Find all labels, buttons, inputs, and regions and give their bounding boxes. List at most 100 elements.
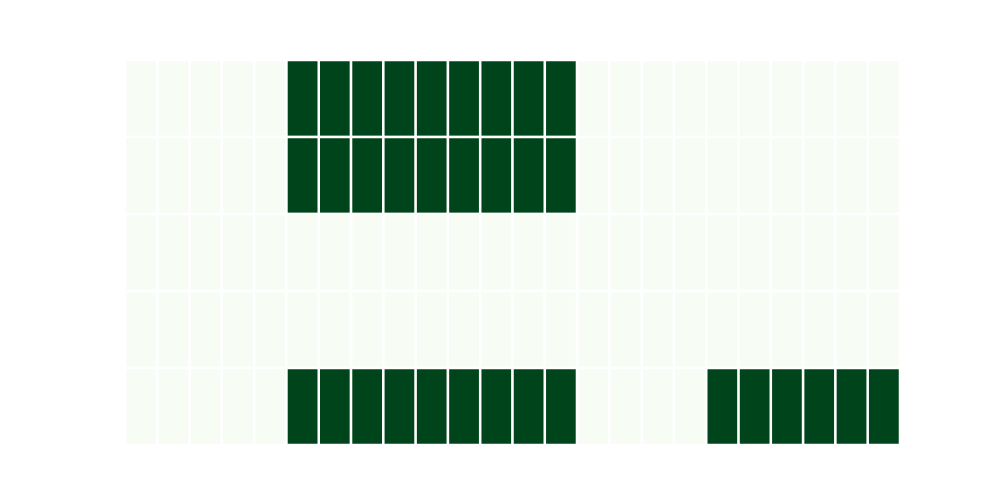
heatmap-cell-r1-c9 xyxy=(414,135,450,216)
heatmap-cell-r4-c14 xyxy=(575,366,611,447)
heatmap-cell-r4-c11 xyxy=(478,366,514,447)
heatmap-cell-r3-c11 xyxy=(478,289,514,370)
heatmap-cell-r3-c14 xyxy=(575,289,611,370)
heatmap-cell-r3-c10 xyxy=(446,289,482,370)
heatmap-cell-r1-c0 xyxy=(123,135,159,216)
heatmap-cell-r0-c16 xyxy=(640,58,676,139)
heatmap-cell-r3-c7 xyxy=(349,289,385,370)
heatmap-cell-r3-c5 xyxy=(285,289,321,370)
heatmap-cell-r2-c21 xyxy=(801,212,837,293)
heatmap-cell-r3-c19 xyxy=(737,289,773,370)
heatmap-cell-r2-c15 xyxy=(608,212,643,293)
heatmap-cell-r2-c8 xyxy=(382,212,417,293)
heatmap-cell-r2-c22 xyxy=(834,212,869,293)
heatmap-cell-r4-c23 xyxy=(866,366,902,447)
heatmap-cell-r3-c6 xyxy=(317,289,353,370)
heatmap-cell-r1-c15 xyxy=(608,135,643,216)
heatmap-cell-r1-c14 xyxy=(575,135,611,216)
heatmap-cell-r3-c12 xyxy=(511,289,547,370)
heatmap-cell-r4-c10 xyxy=(446,366,482,447)
heatmap-cell-r2-c23 xyxy=(866,212,902,293)
heatmap-cell-r1-c5 xyxy=(285,135,321,216)
heatmap-cell-r4-c18 xyxy=(705,366,740,447)
heatmap-cell-r2-c16 xyxy=(640,212,676,293)
heatmap-cell-r3-c1 xyxy=(156,289,191,370)
heatmap-cell-r2-c11 xyxy=(478,212,514,293)
heatmap-cell-r1-c6 xyxy=(317,135,353,216)
heatmap-cell-r0-c8 xyxy=(382,58,417,139)
heatmap-cell-r2-c17 xyxy=(672,212,708,293)
heatmap-cell-r3-c21 xyxy=(801,289,837,370)
heatmap-cell-r0-c1 xyxy=(156,58,191,139)
heatmap-cell-r0-c4 xyxy=(252,58,288,139)
heatmap-cell-r0-c17 xyxy=(672,58,708,139)
heatmap-cell-r4-c22 xyxy=(834,366,869,447)
heatmap-cell-r2-c12 xyxy=(511,212,547,293)
heatmap-cell-r4-c5 xyxy=(285,366,321,447)
heatmap-cell-r2-c3 xyxy=(220,212,256,293)
heatmap-cell-r0-c12 xyxy=(511,58,547,139)
heatmap-cell-r3-c15 xyxy=(608,289,643,370)
heatmap-cell-r4-c9 xyxy=(414,366,450,447)
heatmap-cell-r3-c16 xyxy=(640,289,676,370)
heatmap-cell-r4-c3 xyxy=(220,366,256,447)
heatmap-cell-r4-c12 xyxy=(511,366,547,447)
heatmap-cell-r2-c4 xyxy=(252,212,288,293)
heatmap-cell-r1-c22 xyxy=(834,135,869,216)
heatmap-cell-r0-c0 xyxy=(123,58,159,139)
heatmap-cell-r0-c10 xyxy=(446,58,482,139)
heatmap-cell-r0-c7 xyxy=(349,58,385,139)
heatmap-cell-r4-c7 xyxy=(349,366,385,447)
heatmap-cells xyxy=(123,58,902,447)
heatmap-cell-r2-c9 xyxy=(414,212,450,293)
heatmap-cell-r2-c1 xyxy=(156,212,191,293)
heatmap-cell-r1-c8 xyxy=(382,135,417,216)
heatmap-cell-r0-c3 xyxy=(220,58,256,139)
heatmap-cell-r3-c4 xyxy=(252,289,288,370)
heatmap-cell-r2-c0 xyxy=(123,212,159,293)
heatmap-cell-r1-c2 xyxy=(188,135,224,216)
heatmap-cell-r2-c7 xyxy=(349,212,385,293)
heatmap-cell-r4-c8 xyxy=(382,366,417,447)
heatmap-cell-r4-c19 xyxy=(737,366,773,447)
heatmap-cell-r1-c16 xyxy=(640,135,676,216)
heatmap-cell-r0-c5 xyxy=(285,58,321,139)
heatmap-cell-r0-c21 xyxy=(801,58,837,139)
heatmap-cell-r1-c13 xyxy=(543,135,579,216)
heatmap-cell-r1-c20 xyxy=(769,135,805,216)
heatmap-cell-r3-c22 xyxy=(834,289,869,370)
heatmap-cell-r3-c3 xyxy=(220,289,256,370)
heatmap-cell-r1-c12 xyxy=(511,135,547,216)
heatmap-cell-r0-c2 xyxy=(188,58,224,139)
heatmap-cell-r2-c20 xyxy=(769,212,805,293)
heatmap-cell-r0-c14 xyxy=(575,58,611,139)
heatmap-cell-r4-c4 xyxy=(252,366,288,447)
heatmap-cell-r2-c18 xyxy=(705,212,740,293)
heatmap-cell-r2-c6 xyxy=(317,212,353,293)
heatmap-cell-r2-c10 xyxy=(446,212,482,293)
heatmap-cell-r2-c19 xyxy=(737,212,773,293)
heatmap-cell-r2-c5 xyxy=(285,212,321,293)
heatmap-cell-r0-c19 xyxy=(737,58,773,139)
heatmap-cell-r3-c0 xyxy=(123,289,159,370)
heatmap-cell-r0-c20 xyxy=(769,58,805,139)
heatmap-cell-r1-c1 xyxy=(156,135,191,216)
heatmap-cell-r4-c13 xyxy=(543,366,579,447)
heatmap-cell-r1-c4 xyxy=(252,135,288,216)
heatmap-cell-r1-c21 xyxy=(801,135,837,216)
heatmap-cell-r2-c14 xyxy=(575,212,611,293)
heatmap-cell-r1-c18 xyxy=(705,135,740,216)
heatmap-cell-r4-c2 xyxy=(188,366,224,447)
heatmap-cell-r4-c0 xyxy=(123,366,159,447)
heatmap-cell-r1-c11 xyxy=(478,135,514,216)
heatmap-cell-r4-c20 xyxy=(769,366,805,447)
heatmap-cell-r3-c8 xyxy=(382,289,417,370)
heatmap-cell-r0-c18 xyxy=(705,58,740,139)
heatmap-cell-r1-c23 xyxy=(866,135,902,216)
heatmap-cell-r0-c11 xyxy=(478,58,514,139)
heatmap-cell-r4-c15 xyxy=(608,366,643,447)
heatmap-cell-r1-c10 xyxy=(446,135,482,216)
heatmap-cell-r3-c18 xyxy=(705,289,740,370)
heatmap-cell-r4-c21 xyxy=(801,366,837,447)
